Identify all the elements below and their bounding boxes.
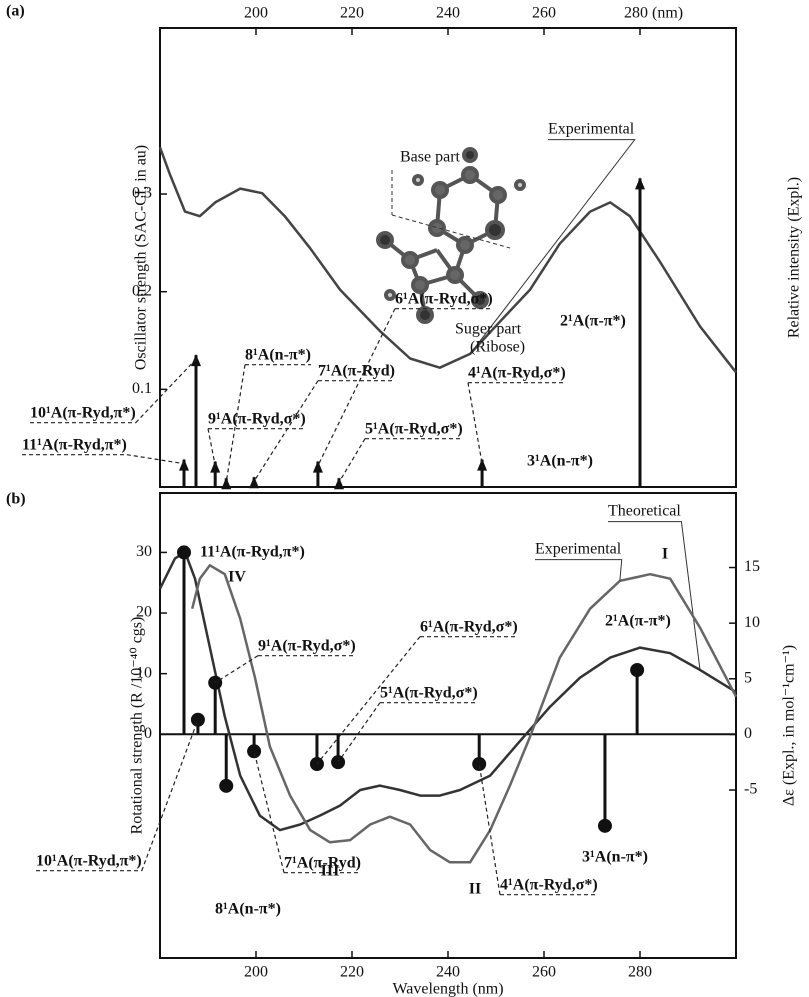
- state-leader: [468, 383, 566, 464]
- state-label: 4¹A(π-Ryd,σ*): [500, 877, 598, 894]
- series-label: Experimental: [535, 541, 622, 558]
- band-label: IV: [228, 569, 246, 586]
- band-label: II: [469, 881, 481, 898]
- arrow-head: [313, 461, 323, 473]
- y-tick-label: 30: [136, 543, 152, 560]
- state-label: 10¹A(π-Ryd,π*): [36, 853, 142, 870]
- state-leader: [479, 764, 598, 895]
- state-label: 9¹A(π-Ryd,σ*): [258, 638, 356, 655]
- state-leader: [215, 656, 356, 683]
- state-label: 4¹A(π-Ryd,σ*): [468, 365, 566, 382]
- y2-tick-label: -5: [744, 781, 757, 798]
- stick-dot: [247, 744, 261, 758]
- x-tick-label: 240: [436, 964, 460, 981]
- y2-axis-title: Δε (Expl., in mol⁻¹cm⁻¹): [781, 645, 798, 806]
- state-label: 5¹A(π-Ryd,σ*): [380, 685, 478, 702]
- x-tick-label: 280 (nm): [624, 5, 683, 22]
- state-leader: [208, 429, 306, 466]
- arrow-head: [249, 476, 259, 488]
- y-axis-title: Rotational strength (R /10⁻⁴⁰ cgs): [129, 617, 146, 835]
- y2-tick-label: 10: [744, 614, 760, 631]
- state-label: 7¹A(π-Ryd): [318, 363, 395, 380]
- x-tick-label: 200: [244, 964, 268, 981]
- state-label: 3¹A(n-π*): [527, 453, 593, 470]
- y2-tick-label: 0: [744, 725, 752, 742]
- stick-dot: [598, 819, 612, 833]
- y2-tick-label: 5: [744, 669, 752, 686]
- curve: [160, 147, 736, 372]
- stick-dot: [630, 663, 644, 677]
- x-tick-label: 260: [532, 964, 556, 981]
- state-label: 6¹A(π-Ryd,σ*): [395, 291, 493, 308]
- stick-dot: [219, 779, 233, 793]
- series-leader: [535, 560, 622, 581]
- state-label: 11¹A(π-Ryd,π*): [22, 437, 127, 454]
- x-tick-label: 280: [628, 964, 652, 981]
- band-label: III: [321, 863, 340, 880]
- figure: (a)200220240260280 (nm)0.10.20.3Oscillat…: [0, 0, 809, 997]
- series-label: Theoretical: [608, 503, 681, 520]
- arrow-head: [334, 477, 344, 489]
- x-tick-label: 260: [532, 5, 556, 22]
- arrow-head: [179, 459, 189, 471]
- y-tick-label: 0.1: [132, 380, 152, 397]
- annotation: (Ribose): [470, 339, 525, 356]
- band-label: I: [662, 546, 668, 563]
- y2-tick-label: 15: [744, 558, 760, 575]
- curve: [192, 565, 736, 862]
- state-label: 10¹A(π-Ryd,π*): [30, 405, 136, 422]
- arrow-head: [191, 354, 201, 366]
- annotation: Base part: [400, 149, 461, 166]
- state-leader: [36, 720, 198, 871]
- state-label: 3¹A(n-π*): [582, 849, 648, 866]
- x-tick-label: 220: [340, 5, 364, 22]
- state-label: 6¹A(π-Ryd,σ*): [420, 619, 518, 636]
- state-label: 2¹A(π-π*): [560, 313, 626, 330]
- state-label: 11¹A(π-Ryd,π*): [200, 544, 305, 561]
- state-label: 8¹A(n-π*): [215, 901, 281, 918]
- y2-axis-title: Relative intensity (Expl.): [786, 177, 803, 338]
- x-tick-label: 200: [244, 5, 268, 22]
- x-axis-title: Wavelength (nm): [392, 981, 503, 997]
- state-leader: [339, 439, 463, 483]
- state-label: 9¹A(π-Ryd,σ*): [208, 411, 306, 428]
- x-tick-label: 240: [436, 5, 460, 22]
- y-axis-title: Oscillator strength (SAC-CI, in au): [133, 145, 150, 370]
- arrow-head: [635, 177, 645, 189]
- state-label: 8¹A(n-π*): [245, 347, 311, 364]
- series-label: Experimental: [548, 121, 635, 138]
- series-leader: [608, 522, 700, 670]
- stick-dot: [472, 757, 486, 771]
- stick-dot: [177, 545, 191, 559]
- x-tick-label: 220: [340, 964, 364, 981]
- arrow-head: [210, 461, 220, 473]
- panel-label: (b): [6, 491, 26, 508]
- panel-label: (a): [6, 3, 25, 20]
- state-label: 2¹A(π-π*): [605, 613, 671, 630]
- annotation: Suger part: [455, 321, 522, 338]
- plot-frame: [160, 493, 736, 958]
- state-label: 5¹A(π-Ryd,σ*): [365, 421, 463, 438]
- state-leader: [338, 703, 478, 763]
